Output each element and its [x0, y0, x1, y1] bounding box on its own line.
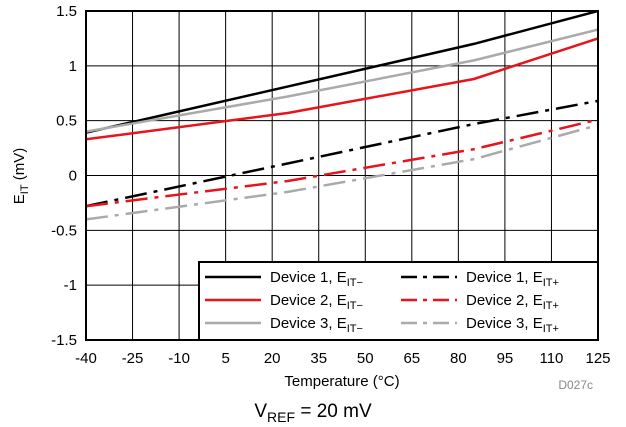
y-tick-label: -0.5: [51, 222, 77, 239]
legend-label-sub: IT−: [347, 323, 363, 335]
x-tick-label: 20: [264, 350, 281, 367]
series-lines: [86, 11, 598, 221]
legend-label-sub: IT−: [347, 277, 363, 289]
series-line-6: [86, 123, 598, 221]
x-tick-label: 5: [221, 350, 229, 367]
y-axis-title: EIT (mV): [11, 148, 31, 204]
series-line-1: [86, 11, 598, 134]
legend-label-main: Device 3, E: [466, 315, 543, 332]
legend-label: Device 2, EIT+: [466, 292, 559, 312]
x-tick-label: 80: [450, 350, 467, 367]
x-tick-label: 35: [310, 350, 327, 367]
x-tick-label: -10: [168, 350, 190, 367]
y-tick-labels: 1.5 1 0.5 0 -0.5 -1 -1.5: [51, 3, 77, 349]
series-line-4: [86, 118, 598, 208]
series-line-2: [86, 99, 598, 208]
y-axis-title-sub: IT: [19, 184, 31, 194]
x-axis-title: Temperature (°C): [284, 373, 399, 390]
condition-main: V: [254, 401, 267, 422]
y-tick-label: -1: [64, 277, 77, 294]
series-line-5: [86, 28, 598, 133]
x-tick-label: 110: [539, 350, 563, 367]
x-tick-label: 95: [497, 350, 514, 367]
series-line-3: [86, 37, 598, 141]
y-tick-label: 0.5: [56, 113, 77, 130]
legend-label: Device 2, EIT−: [270, 292, 363, 312]
legend-label-main: Device 1, E: [270, 269, 347, 286]
legend-label-sub: IT+: [543, 277, 559, 289]
legend-label-sub: IT−: [347, 300, 363, 312]
legend-label: Device 3, EIT−: [270, 315, 363, 335]
x-tick-labels: -40 -25 -10 5 20 35 50 65 80 95 110 125: [75, 350, 610, 367]
figure-code: D027c: [558, 378, 593, 392]
x-tick-label: 65: [403, 350, 420, 367]
legend-label-main: Device 1, E: [466, 269, 543, 286]
y-tick-label: 1.5: [56, 3, 77, 20]
condition-sub: REF: [267, 409, 295, 425]
legend-label-sub: IT+: [543, 323, 559, 335]
legend-label-main: Device 2, E: [270, 292, 347, 309]
x-tick-label: -25: [122, 350, 144, 367]
legend-label-main: Device 3, E: [270, 315, 347, 332]
x-tick-label: -40: [75, 350, 97, 367]
condition-rest: = 20 mV: [295, 401, 372, 422]
y-axis-title-rest: (mV): [11, 148, 28, 185]
x-tick-label: 125: [585, 350, 610, 367]
x-tick-label: 50: [357, 350, 374, 367]
legend-label: Device 1, EIT+: [466, 269, 559, 289]
legend-box: [198, 261, 599, 341]
legend-label: Device 3, EIT+: [466, 315, 559, 335]
y-axis-title-main: E: [11, 194, 28, 204]
y-tick-label: 1: [69, 58, 77, 75]
y-tick-label: 0: [69, 168, 77, 185]
condition-label: VREF = 20 mV: [254, 401, 372, 425]
y-tick-label: -1.5: [51, 332, 77, 349]
legend: Device 1, EIT− Device 1, EIT+Device 2, EI…: [198, 261, 599, 341]
legend-label-main: Device 2, E: [466, 292, 543, 309]
legend-label-sub: IT+: [543, 300, 559, 312]
legend-label: Device 1, EIT−: [270, 269, 363, 289]
